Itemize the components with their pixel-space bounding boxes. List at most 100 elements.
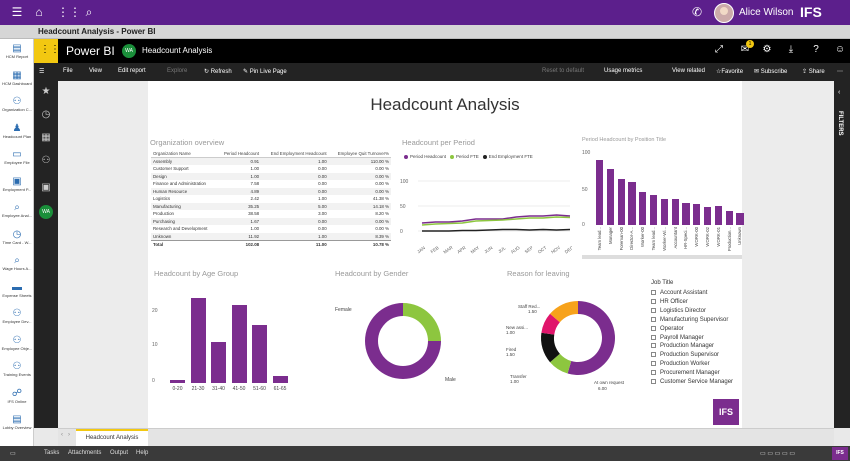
job-title-option[interactable]: Procurement Manager [651, 370, 720, 376]
tab-headcount-analysis[interactable]: Headcount Analysis [76, 429, 148, 446]
workspace-icon[interactable]: WA [34, 202, 58, 220]
bar[interactable] [693, 204, 701, 225]
shared-icon[interactable]: ⚇ [41, 155, 51, 166]
table-row[interactable]: Customer Support 1.00 0.00 0.00 % [151, 165, 391, 173]
bar[interactable] [170, 379, 185, 383]
sidebar-item[interactable]: ⚇ Training Events [0, 359, 34, 385]
tasks-button[interactable]: Tasks [44, 450, 60, 456]
sidebar-item[interactable]: ⌕ Wage Hours A... [0, 253, 34, 279]
workspaces-icon[interactable]: ▣ [41, 182, 51, 193]
chat-icon[interactable]: ▭ [10, 451, 16, 457]
bar[interactable] [736, 212, 744, 225]
position-title-chart[interactable]: Team lead... Manager Foreman-00 Director-A.… [582, 145, 744, 259]
sidebar-item[interactable]: ♟ Headcount Plan [0, 121, 34, 147]
view-related-button[interactable]: View related [672, 68, 705, 74]
org-overview-table[interactable]: Organization Name Period Headcount End Emp… [151, 150, 391, 248]
favorite-button[interactable]: ☆Favorite [716, 69, 744, 75]
sidebar-item[interactable]: ▤ Lobby Overview [0, 412, 34, 438]
bar[interactable] [617, 178, 625, 225]
profile-icon[interactable]: ☺ [834, 44, 846, 55]
series-line[interactable] [422, 228, 571, 232]
headcount-period-chart[interactable]: 100 50 0 JAN FEB MAR APR MAY JUN JUL AUG SEP OCT NOV D… [400, 161, 572, 256]
checkbox[interactable] [651, 352, 656, 358]
table-row[interactable]: Design 1.00 0.00 0.00 % [151, 172, 391, 180]
donut-slice[interactable] [541, 332, 560, 363]
collapse-chevron-icon[interactable]: ‹ [838, 89, 841, 96]
table-row[interactable]: Purchasing 1.67 0.00 0.00 % [151, 217, 391, 225]
help-icon[interactable]: ? [813, 44, 819, 55]
table-row[interactable]: Manufacturing 35.25 5.00 14.18 % [151, 202, 391, 210]
phone-icon[interactable]: ✆ [691, 5, 703, 19]
settings-icon[interactable]: ⚙ [762, 44, 772, 55]
bar[interactable] [704, 207, 712, 225]
bar[interactable] [639, 192, 647, 225]
column-header[interactable]: Organization Name [151, 150, 217, 158]
table-row[interactable]: Finance and Administration 7.58 0.00 0.00 % [151, 180, 391, 188]
recent-icon[interactable]: ◷ [41, 109, 51, 120]
sidebar-item[interactable]: ▤ HCM Report [0, 41, 34, 67]
bar[interactable] [682, 203, 690, 225]
hamburger-icon[interactable]: ☰ [39, 69, 45, 75]
search-icon[interactable]: ⌕ [85, 5, 93, 19]
sidebar-item[interactable]: ▭ Employee File [0, 147, 34, 173]
sidebar-item[interactable]: ⚇ Organization C... [0, 94, 34, 120]
filters-pane[interactable]: ‹ FILTERS [834, 81, 850, 428]
view-menu[interactable]: View [89, 68, 102, 74]
column-header[interactable]: Employee Quit Turnover% [328, 150, 391, 158]
sidebar-item[interactable]: ☍ IFS Online [0, 386, 34, 412]
column-header[interactable]: End Employment Headcount [261, 150, 329, 158]
job-title-option[interactable]: Payroll Manager [651, 334, 704, 341]
prev-page-icon[interactable]: ‹ [61, 432, 63, 438]
donut-slice[interactable] [550, 353, 572, 374]
donut-slice[interactable] [550, 301, 578, 323]
job-title-option[interactable]: Manufacturing Supervisor [651, 316, 728, 323]
checkbox[interactable] [651, 307, 656, 313]
table-row[interactable]: Unknown 11.92 1.00 8.39 % [151, 232, 391, 240]
bar[interactable] [252, 325, 267, 383]
job-title-option[interactable]: Operator [651, 325, 684, 332]
apps-grid-icon[interactable]: ⋮⋮ [57, 5, 81, 19]
bar[interactable] [714, 206, 722, 225]
bar[interactable] [231, 304, 247, 383]
next-page-icon[interactable]: › [68, 432, 70, 438]
subscribe-button[interactable]: ✉ Subscribe [754, 69, 788, 75]
table-row[interactable]: Human Resource 4.89 0.00 0.00 % [151, 187, 391, 195]
workspace-avatar[interactable]: WA [122, 44, 136, 58]
bar[interactable] [671, 198, 679, 225]
apps-icon[interactable]: ▦ [41, 132, 51, 143]
bar[interactable] [628, 181, 636, 225]
more-options-icon[interactable]: ⋯ [837, 69, 843, 75]
job-title-option[interactable]: Account Assistant [651, 290, 707, 296]
sidebar-item[interactable]: ⚇ Employee Dev... [0, 306, 34, 332]
checkbox[interactable] [651, 325, 656, 331]
sidebar-item[interactable]: ◷ Time Card - W... [0, 227, 34, 253]
series-line[interactable] [421, 216, 571, 226]
pin-live-page-button[interactable]: ✎ Pin Live Page [243, 69, 287, 75]
checkbox[interactable] [651, 290, 656, 295]
window-controls-icon[interactable]: ▭ ▭ ▭ ▭ ▭ [760, 451, 796, 457]
help-button[interactable]: Help [136, 450, 149, 456]
output-button[interactable]: Output [110, 450, 129, 456]
donut-slice[interactable] [403, 303, 441, 341]
donut-slice[interactable] [567, 301, 615, 375]
file-menu[interactable]: File [63, 68, 73, 74]
usage-metrics-button[interactable]: Usage metrics [604, 68, 643, 74]
donut-slice[interactable] [541, 313, 560, 335]
menu-icon[interactable]: ☰ [11, 5, 23, 19]
explore-button[interactable]: Explore [167, 68, 188, 74]
sidebar-item[interactable]: ▦ HCM Dashboard [0, 68, 34, 94]
job-title-option[interactable]: Production Manager [651, 343, 714, 349]
notifications-icon[interactable]: ✉ 1 [738, 40, 754, 55]
scrollbar[interactable] [582, 255, 742, 259]
bar[interactable] [596, 159, 604, 225]
share-button[interactable]: ⇪ Share [802, 69, 825, 75]
sidebar-item[interactable]: ▣ Employment P... [0, 174, 34, 200]
expand-icon[interactable]: ⤢ [715, 44, 723, 55]
checkbox[interactable] [651, 334, 656, 340]
sidebar-item[interactable]: ⌕ Employee Anal... [0, 200, 34, 226]
bar[interactable] [660, 199, 668, 225]
bar[interactable] [272, 376, 288, 383]
favorites-icon[interactable]: ★ [41, 86, 51, 97]
bar[interactable] [650, 194, 658, 225]
reason-donut-chart[interactable]: At own request6.00Transfer1.00Fired1.50N… [498, 286, 648, 396]
